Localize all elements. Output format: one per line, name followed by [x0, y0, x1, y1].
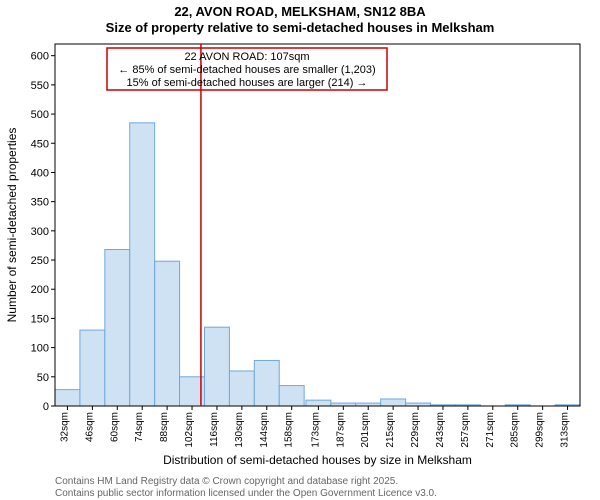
annotation-line2: ← 85% of semi-detached houses are smalle…: [118, 64, 375, 76]
chart-title-line2: Size of property relative to semi-detach…: [106, 20, 495, 35]
x-tick-label: 313sqm: [560, 412, 571, 448]
histogram-bar: [254, 360, 279, 406]
histogram-bar: [204, 327, 229, 406]
x-tick-label: 88sqm: [159, 412, 170, 442]
x-tick-label: 74sqm: [134, 412, 145, 442]
y-tick-label: 0: [43, 401, 49, 413]
histogram-bar: [279, 386, 304, 406]
y-axis-label: Number of semi-detached properties: [5, 128, 19, 323]
chart-title-line1: 22, AVON ROAD, MELKSHAM, SN12 8BA: [174, 4, 426, 19]
y-tick-label: 200: [31, 284, 49, 296]
x-tick-label: 201sqm: [360, 412, 371, 448]
footer-line1: Contains HM Land Registry data © Crown c…: [55, 476, 398, 487]
x-tick-label: 116sqm: [209, 412, 220, 447]
y-tick-label: 100: [31, 343, 49, 355]
x-tick-label: 187sqm: [335, 412, 346, 448]
y-tick-label: 250: [31, 255, 49, 267]
x-axis-label: Distribution of semi-detached houses by …: [163, 453, 472, 467]
x-tick-label: 215sqm: [385, 412, 396, 448]
annotation-line3: 15% of semi-detached houses are larger (…: [127, 77, 368, 89]
x-tick-label: 32sqm: [59, 412, 70, 442]
y-tick-label: 500: [31, 109, 49, 121]
y-tick-label: 50: [37, 372, 49, 384]
histogram-bar: [105, 250, 130, 406]
x-tick-label: 46sqm: [84, 412, 95, 442]
x-tick-label: 60sqm: [109, 412, 120, 442]
x-tick-label: 130sqm: [234, 412, 245, 448]
x-tick-label: 243sqm: [435, 412, 446, 448]
histogram-bar: [155, 261, 180, 406]
x-tick-label: 271sqm: [485, 412, 496, 448]
chart-svg: 22, AVON ROAD, MELKSHAM, SN12 8BASize of…: [0, 0, 600, 500]
x-tick-label: 102sqm: [184, 412, 195, 448]
y-tick-label: 550: [31, 80, 49, 92]
footer-line2: Contains public sector information licen…: [55, 488, 437, 499]
x-tick-label: 158sqm: [284, 412, 295, 448]
x-tick-label: 299sqm: [535, 412, 546, 448]
x-tick-label: 285sqm: [510, 412, 521, 448]
annotation-line1: 22 AVON ROAD: 107sqm: [184, 51, 309, 63]
histogram-chart: 22, AVON ROAD, MELKSHAM, SN12 8BASize of…: [0, 0, 600, 500]
y-tick-label: 150: [31, 313, 49, 325]
y-tick-label: 300: [31, 226, 49, 238]
histogram-bar: [130, 123, 155, 406]
y-tick-label: 350: [31, 197, 49, 209]
histogram-bar: [381, 399, 406, 406]
y-tick-label: 450: [31, 138, 49, 150]
histogram-bar: [80, 330, 105, 406]
x-tick-label: 144sqm: [259, 412, 270, 448]
histogram-bar: [55, 390, 80, 406]
y-tick-label: 400: [31, 167, 49, 179]
histogram-bar: [306, 400, 331, 406]
histogram-bar: [229, 371, 254, 406]
x-tick-label: 257sqm: [460, 412, 471, 448]
x-tick-label: 173sqm: [310, 412, 321, 448]
y-tick-label: 600: [31, 51, 49, 63]
x-tick-label: 229sqm: [410, 412, 421, 448]
